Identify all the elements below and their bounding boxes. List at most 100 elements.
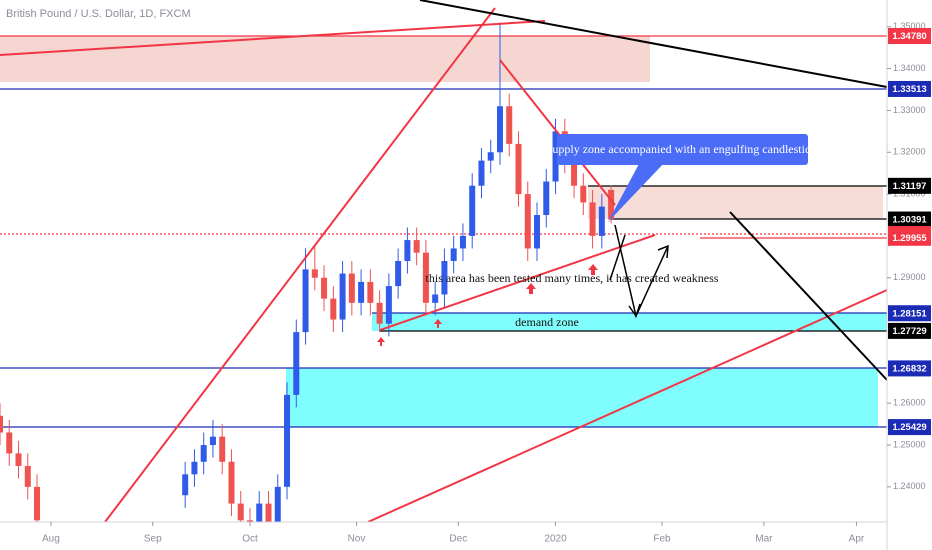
price-label: 1.26832	[892, 363, 926, 374]
price-label-box	[888, 322, 931, 339]
candle-body	[34, 486, 41, 521]
x-tick-label: Sep	[144, 534, 162, 545]
price-label: 1.31197	[893, 181, 927, 192]
price-label: 1.27729	[892, 326, 926, 337]
y-tick-label: 1.35000	[893, 21, 926, 31]
candle-body	[589, 202, 596, 236]
x-tick-label: Apr	[849, 534, 865, 545]
price-label: 1.28151	[892, 308, 927, 319]
candle-body	[284, 394, 291, 487]
price-label-box	[888, 27, 931, 44]
candle-body	[358, 281, 365, 303]
price-label: 1.29955	[892, 233, 927, 244]
candle-body	[191, 461, 198, 475]
callout-box	[557, 134, 808, 165]
annotation-text: this area has been tested many times, it…	[426, 271, 719, 285]
y-tick-label: 1.32000	[893, 147, 926, 157]
price-label-box	[888, 419, 931, 436]
candle-body	[422, 252, 429, 303]
candle-body	[228, 461, 235, 504]
zone-label: demand zone	[515, 315, 579, 329]
candle-body	[15, 453, 22, 466]
up-arrow	[377, 337, 385, 346]
supply-zone-top	[0, 36, 650, 82]
up-arrow	[526, 283, 536, 294]
candle-body	[321, 277, 328, 299]
candle-body	[459, 235, 466, 249]
y-tick-label: 1.33000	[893, 105, 926, 115]
candle-body	[6, 432, 13, 454]
y-tick-label: 1.29000	[893, 272, 926, 282]
callout-text: supply zone accompanied with an engulfin…	[548, 142, 817, 156]
candle-body	[274, 486, 281, 529]
candle-body	[182, 474, 189, 496]
trend-line	[499, 59, 616, 206]
price-label: 1.33513	[892, 84, 926, 95]
candle-body	[571, 160, 578, 186]
candle-body	[413, 240, 420, 253]
y-tick-label: 1.34000	[893, 63, 926, 73]
callout-pointer	[608, 162, 665, 222]
candle-body	[385, 286, 392, 324]
up-arrow	[588, 264, 598, 275]
y-tick-label: 1.25000	[893, 439, 926, 449]
candle-body	[209, 436, 216, 446]
candle-body	[293, 332, 300, 395]
x-tick-label: Dec	[449, 534, 467, 545]
demand-zone	[372, 313, 887, 331]
candle-body	[478, 160, 485, 186]
price-label-box	[888, 360, 931, 377]
candle-body	[524, 194, 531, 249]
candle-body	[487, 152, 494, 161]
candle-body	[432, 294, 439, 303]
price-label-box	[888, 305, 931, 322]
time-axis	[0, 522, 887, 550]
candle-body	[395, 261, 402, 287]
candle-body	[339, 273, 346, 320]
candle-body	[534, 214, 541, 249]
price-label-box	[888, 229, 931, 246]
price-label-box	[888, 211, 931, 228]
arrow-head	[628, 303, 641, 318]
arrow-head	[657, 244, 669, 259]
x-tick-label: 2020	[544, 534, 567, 545]
candle-body	[302, 269, 309, 333]
demand-zone-large	[286, 368, 878, 427]
trend-line	[379, 234, 656, 331]
up-arrow	[434, 319, 442, 328]
x-tick-label: Nov	[348, 534, 366, 545]
y-tick-label: 1.26000	[893, 398, 926, 408]
price-label: 1.30391	[892, 215, 927, 226]
candle-body	[598, 206, 605, 236]
candle-body	[256, 503, 263, 538]
candle-body	[552, 131, 559, 182]
candle-body	[450, 248, 457, 261]
chart-title: British Pound / U.S. Dollar, 1D, FXCM	[6, 8, 191, 20]
trend-line	[729, 211, 888, 381]
price-label: 1.34780	[892, 31, 926, 42]
candle-body	[237, 503, 244, 521]
candle-body	[608, 189, 615, 220]
candle-body	[506, 106, 513, 144]
supply-zone	[588, 186, 883, 219]
x-tick-label: Aug	[42, 534, 60, 545]
x-tick-label: Mar	[755, 534, 773, 545]
price-label: 1.25429	[892, 422, 926, 433]
y-tick-label: 1.24000	[893, 481, 926, 491]
projection-arrow	[609, 234, 626, 281]
candle-body	[496, 106, 503, 153]
candle-body	[265, 503, 272, 529]
candle-body	[0, 415, 3, 433]
candle-body	[367, 281, 374, 303]
candle-body	[330, 298, 337, 320]
candle-body	[469, 185, 476, 236]
price-label-box	[888, 80, 931, 97]
candle-body	[543, 181, 550, 215]
x-tick-label: Oct	[242, 534, 258, 545]
candle-body	[441, 261, 448, 295]
x-tick-label: Feb	[653, 534, 671, 545]
trend-line	[104, 7, 496, 523]
candle-body	[219, 436, 226, 462]
candle-body	[580, 185, 587, 203]
